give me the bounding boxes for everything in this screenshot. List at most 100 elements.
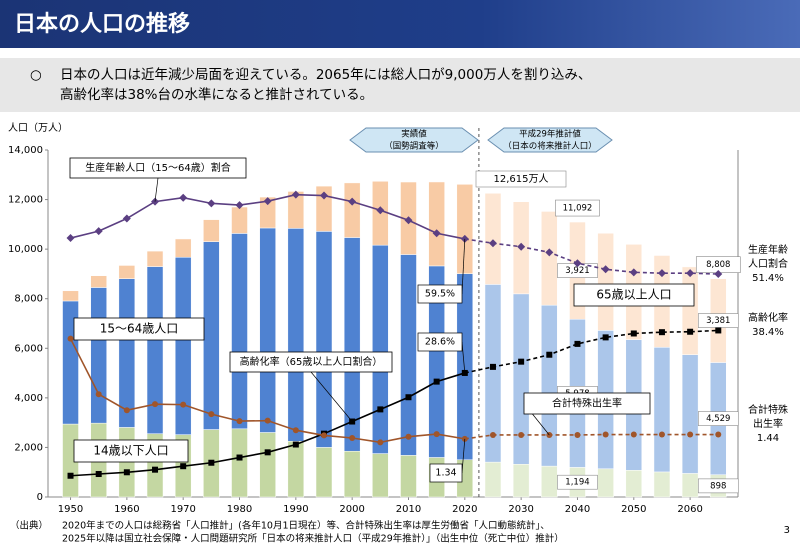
segment-label: 3,381 [706, 316, 730, 326]
x-tick-label: 2030 [508, 504, 533, 515]
connector [461, 438, 466, 474]
y-tick-label: 14,000 [8, 145, 43, 156]
marker [122, 214, 131, 223]
marker [376, 206, 385, 215]
bar-segment [372, 244, 389, 454]
marker [291, 190, 300, 199]
marker [377, 406, 384, 413]
marker [94, 227, 103, 236]
marker [687, 328, 694, 335]
marker [630, 330, 637, 337]
bar-segment [259, 432, 276, 498]
total-label: 12,615万人 [494, 173, 549, 185]
value-label: 1.34 [435, 468, 456, 479]
marker [377, 439, 384, 446]
side-label: 出生率 [753, 417, 783, 430]
marker [489, 431, 496, 438]
marker [573, 259, 582, 268]
bar-segment [259, 227, 276, 433]
bar-segment [203, 219, 220, 242]
bar-segment [400, 455, 417, 498]
bar-segment [90, 275, 107, 288]
marker [488, 239, 497, 248]
marker [264, 417, 271, 424]
summary-box [0, 58, 800, 112]
x-tick-label: 2050 [621, 504, 646, 515]
x-tick-label: 1950 [58, 504, 83, 515]
connector [310, 371, 353, 422]
period-label: 平成29年推計値 [519, 129, 581, 140]
x-tick-label: 2040 [565, 504, 590, 515]
marker [208, 411, 215, 418]
marker [95, 391, 102, 398]
x-tick-label: 1960 [114, 504, 139, 515]
source-line: 2025年以降は国立社会保障・人口問題研究所「日本の将来推計人口（平成29年推計… [62, 533, 564, 545]
series-name: 15～64歳人口 [100, 322, 179, 336]
bar-segment [541, 465, 558, 498]
bar-segment [681, 354, 699, 474]
series-name: 65歳以上人口 [596, 288, 671, 302]
marker [518, 358, 525, 365]
marker [208, 459, 215, 466]
marker [518, 431, 525, 438]
total-label: 8,808 [706, 260, 730, 270]
marker [236, 454, 243, 461]
marker [123, 469, 130, 476]
marker [235, 201, 244, 210]
total-label: 11,092 [563, 204, 593, 214]
marker [404, 216, 413, 225]
marker [67, 472, 74, 479]
bar-segment [512, 293, 530, 465]
bar-segment [343, 182, 361, 238]
source-line: 2020年までの人口は総務省「人口推計」(各年10月1日現在）等、合計特殊出生率… [62, 520, 550, 532]
bar-segment [541, 304, 558, 467]
connector [461, 238, 466, 295]
bar-segment [484, 461, 502, 498]
bar-segment [428, 181, 445, 267]
side-value: 38.4% [752, 327, 784, 338]
marker [263, 197, 272, 206]
y-tick-label: 4,000 [14, 393, 43, 404]
period-label: 実績値 [401, 129, 427, 140]
bar-segment [681, 473, 699, 498]
side-label: 高齢化率 [748, 311, 788, 324]
line-series [464, 329, 719, 374]
period-label: （国勢調査等） [384, 141, 444, 152]
label-box [557, 474, 598, 490]
slide-title: 日本の人口の推移 [14, 11, 190, 37]
marker [546, 351, 553, 358]
marker [602, 334, 609, 341]
bar-segment [372, 453, 389, 498]
header-bar [0, 0, 800, 48]
bar-segment [287, 441, 305, 498]
y-axis-title: 人口（万人） [8, 122, 68, 134]
bar-segment [315, 447, 333, 498]
marker [601, 265, 610, 274]
marker [658, 329, 665, 336]
label-box [429, 463, 463, 483]
bar-segment [146, 266, 164, 434]
marker [180, 401, 187, 408]
x-tick-label: 1990 [283, 504, 308, 515]
name-box [523, 392, 651, 415]
marker [658, 431, 665, 438]
segment-label: 1,194 [565, 478, 589, 488]
side-label: 生産年齢 [748, 243, 788, 256]
y-tick-label: 0 [37, 492, 43, 503]
bar-segment [597, 233, 614, 331]
bar-segment [90, 287, 107, 424]
bar-segment [512, 464, 530, 498]
bar-segment [597, 468, 614, 498]
series-name: 14歳以下人口 [93, 444, 168, 458]
marker [405, 394, 412, 401]
bar-segment [681, 266, 699, 355]
period-arrow [349, 127, 479, 153]
label-box [555, 199, 600, 217]
marker [264, 449, 271, 456]
marker [657, 269, 666, 278]
bar-segment [287, 228, 305, 442]
marker [179, 193, 188, 202]
marker [630, 431, 637, 438]
x-tick-label: 2020 [452, 504, 477, 515]
bar-segment [118, 265, 136, 279]
